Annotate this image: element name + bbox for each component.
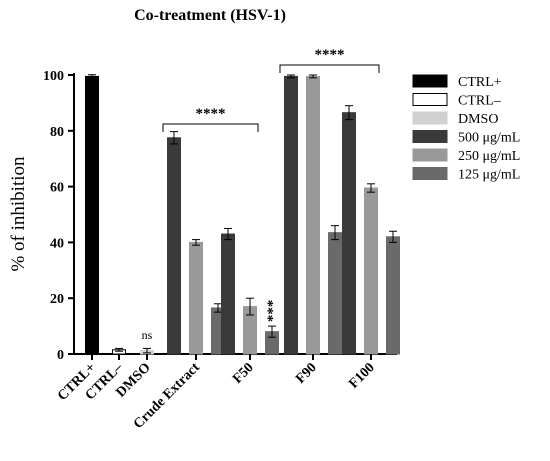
legend-label: CTRL– (458, 94, 502, 109)
bar (386, 236, 400, 355)
legend-swatch (412, 130, 448, 143)
bar (364, 187, 378, 355)
significance-bracket (162, 123, 259, 132)
legend-label: CTRL+ (458, 75, 502, 90)
significance-label: **** (315, 47, 345, 63)
bar (167, 137, 181, 355)
legend-swatch (412, 148, 448, 162)
significance-bracket (279, 64, 380, 73)
y-tick-label: 100 (43, 69, 64, 84)
x-tick-label: F90 (293, 360, 320, 387)
legend-swatch (412, 74, 448, 88)
bar (221, 233, 235, 355)
ns-label: ns (142, 328, 153, 342)
y-tick-label: 40 (50, 236, 64, 251)
y-tick-label: 60 (50, 181, 64, 196)
legend-swatch (412, 167, 448, 180)
legend-label: 125 μg/mL (458, 168, 520, 183)
y-tick-label: 80 (50, 125, 64, 140)
legend-swatch (412, 111, 448, 125)
bar (189, 241, 203, 355)
legend-label: DMSO (458, 112, 498, 127)
y-axis-label: % of inhibition (8, 156, 29, 272)
bar (342, 112, 356, 355)
x-tick-label: F100 (346, 360, 378, 392)
bar (85, 75, 99, 355)
significance-label: **** (196, 106, 226, 122)
chart-title: Co-treatment (HSV-1) (134, 7, 286, 24)
y-tick-label: 20 (50, 292, 64, 307)
legend-swatch (412, 93, 448, 106)
significance-label: *** (265, 300, 281, 323)
legend-label: 500 μg/mL (458, 131, 520, 146)
bar (328, 232, 342, 355)
bar (306, 75, 320, 355)
legend: CTRL+ CTRL– DMSO 500 μg/mL 250 μg/mL 125 μg/m… (412, 74, 520, 183)
x-tick-label: F50 (230, 360, 257, 387)
bar (284, 75, 298, 355)
y-tick-label: 0 (57, 348, 64, 363)
legend-label: 250 μg/mL (458, 149, 520, 164)
